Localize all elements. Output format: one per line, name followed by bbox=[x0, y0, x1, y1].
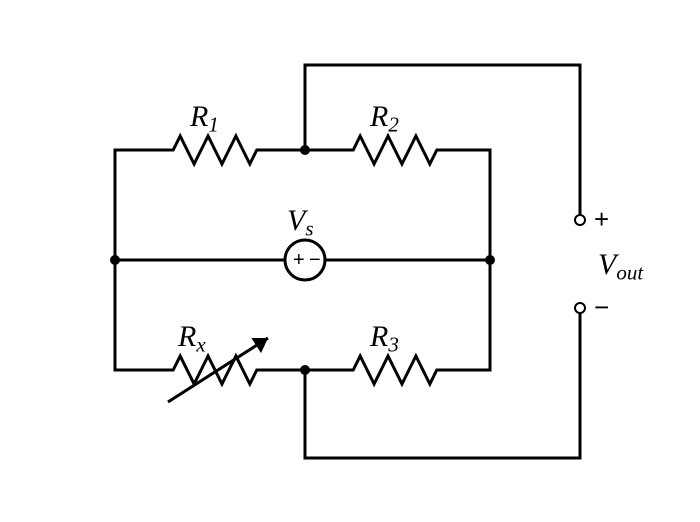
label-r1: R1 bbox=[189, 100, 219, 136]
vout-plus: + bbox=[594, 204, 609, 234]
label-vs: Vs bbox=[287, 204, 314, 240]
label-rx: Rx bbox=[177, 320, 206, 356]
vout-minus: − bbox=[594, 292, 609, 322]
wire-layer bbox=[115, 65, 580, 458]
component-layer bbox=[110, 136, 585, 402]
label-r3: R3 bbox=[369, 320, 399, 356]
source-plus: + bbox=[293, 249, 305, 271]
label-r2: R2 bbox=[369, 100, 399, 136]
label-layer: R1R2RxR3Vs+−Vout+− bbox=[177, 100, 644, 356]
wheatstone-bridge-diagram: R1R2RxR3Vs+−Vout+− bbox=[0, 0, 700, 522]
label-vout: Vout bbox=[598, 248, 644, 284]
source-minus: − bbox=[309, 249, 321, 271]
